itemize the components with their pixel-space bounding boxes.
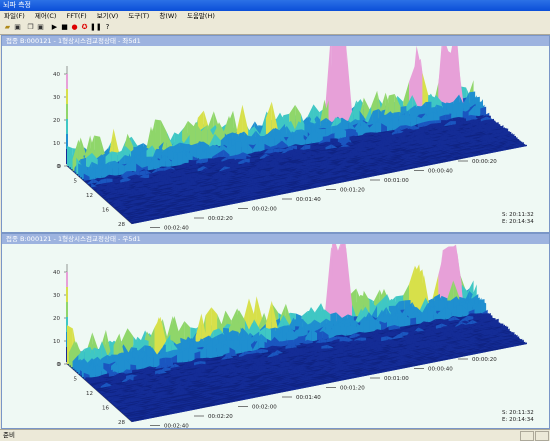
record-icon[interactable]: ● [70, 23, 79, 32]
z-tick-label: 20 [53, 316, 60, 322]
time-tick-label: 00:02:00 [252, 405, 277, 411]
start-time-label: S: 20:11:32 [502, 212, 534, 218]
stop-icon[interactable]: ■ [60, 23, 69, 32]
time-tick-label: 00:00:40 [428, 367, 453, 373]
time-tick-label: 00:01:40 [296, 197, 321, 203]
freq-tick-label: 16 [102, 208, 109, 214]
menu-control[interactable]: 제어(C) [31, 11, 61, 22]
end-time-label: E: 20:14:34 [502, 417, 534, 423]
time-tick-label: 00:00:20 [472, 159, 497, 165]
menu-help[interactable]: 도움말(H) [183, 11, 219, 22]
time-tick-label: 00:01:00 [384, 376, 409, 382]
copy-icon[interactable]: ❐ [26, 23, 35, 32]
menu-bar: 파일(F) 제어(C) FFT(F) 보기(V) 도구(T) 창(W) 도움말(… [0, 11, 550, 22]
panel-title-text: 접종 B:000121 - 1형상시스검교정상태 - 좌5d1 [2, 37, 141, 45]
open-icon[interactable]: ▰ [3, 23, 12, 32]
freq-tick-label: 5 [74, 377, 78, 383]
time-tick-label: 00:00:40 [428, 169, 453, 175]
time-tick-label: 00:01:00 [384, 178, 409, 184]
menu-window[interactable]: 창(W) [155, 11, 180, 22]
menu-tools[interactable]: 도구(T) [124, 11, 153, 22]
time-tick-label: 00:01:40 [296, 395, 321, 401]
start-time-label: S: 20:11:32 [502, 410, 534, 416]
z-tick-label: 30 [53, 95, 60, 101]
pause-icon[interactable]: ❚❚ [90, 23, 99, 32]
save-icon[interactable]: ▣ [13, 23, 22, 32]
z-tick-label: 40 [53, 270, 60, 276]
time-tick-label: 00:01:20 [340, 188, 365, 194]
end-time-label: E: 20:14:34 [502, 219, 534, 225]
panel-title-text: 접종 B:000121 - 1형상시스검교정상태 - 우5d1 [2, 235, 141, 243]
title-bar: 뇌파 측정 [0, 0, 550, 11]
play-icon[interactable]: ▶ [50, 23, 59, 32]
freq-tick-label: 16 [102, 406, 109, 412]
freq-tick-label: 0 [58, 362, 62, 368]
gear-icon[interactable]: ✪ [80, 23, 89, 32]
menu-fft[interactable]: FFT(F) [63, 11, 91, 22]
z-tick-label: 30 [53, 293, 60, 299]
freq-tick-label: 0 [58, 164, 62, 170]
menu-view[interactable]: 보기(V) [93, 11, 122, 22]
z-tick-label: 10 [53, 141, 60, 147]
status-bar: 준비 [0, 429, 550, 441]
time-tick-label: 00:02:20 [208, 216, 233, 222]
time-tick-label: 00:02:40 [164, 226, 189, 232]
time-tick-label: 00:00:20 [472, 357, 497, 363]
time-tick-label: 00:02:20 [208, 414, 233, 420]
z-tick-label: 10 [53, 339, 60, 345]
floppy-icon[interactable]: ▣ [36, 23, 45, 32]
help-icon[interactable]: ? [103, 23, 112, 32]
window-title: 뇌파 측정 [0, 1, 31, 9]
freq-tick-label: 12 [86, 391, 93, 397]
spectrum-3d-plot: 4030201000512162800:00:2000:00:4000:01:0… [2, 244, 549, 428]
time-tick-label: 00:01:20 [340, 386, 365, 392]
panel-title: 접종 B:000121 - 1형상시스검교정상태 - 좌5d1 [2, 36, 549, 46]
freq-tick-label: 5 [74, 179, 78, 185]
panel-title: 접종 B:000121 - 1형상시스검교정상태 - 우5d1 [2, 234, 549, 244]
z-tick-label: 40 [53, 72, 60, 78]
time-tick-label: 00:02:00 [252, 207, 277, 213]
time-tick-label: 00:02:40 [164, 424, 189, 429]
spectrum-panel-right: 접종 B:000121 - 1형상시스검교정상태 - 우5d1 40 30 20 10… [1, 233, 550, 429]
spectrum-3d-plot: 4030201000512162800:00:2000:00:4000:01:0… [2, 46, 549, 232]
spectrum-panel-left: 접종 B:000121 - 1형상시스검교정상태 - 좌5d1 40 30 20 10… [1, 35, 550, 233]
freq-tick-label: 28 [118, 222, 125, 228]
toolbar: ▰ ▣ ❐ ▣ ▶ ■ ● ✪ ❚❚ ? [0, 22, 550, 35]
z-tick-label: 20 [53, 118, 60, 124]
status-text: 준비 [0, 431, 15, 439]
menu-file[interactable]: 파일(F) [0, 11, 29, 22]
freq-tick-label: 28 [118, 420, 125, 426]
freq-tick-label: 12 [86, 193, 93, 199]
